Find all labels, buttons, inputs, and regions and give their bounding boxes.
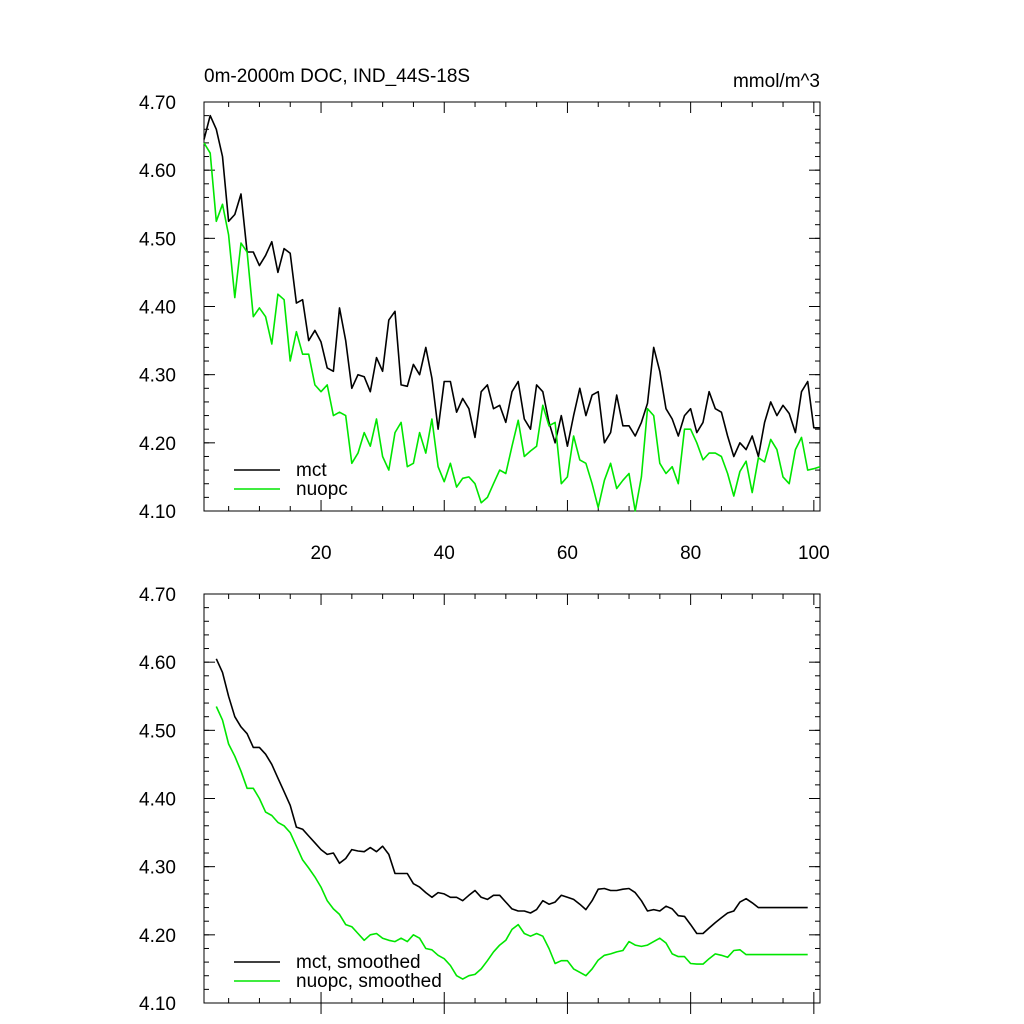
bottom-y-tick-labels: 4.10 4.20 4.30 4.40 4.50 4.60 4.70 bbox=[139, 585, 176, 1015]
top-y-tick-label: 4.70 bbox=[139, 93, 176, 114]
bottom-plot-frame bbox=[203, 593, 821, 1004]
bottom-series-lines bbox=[215, 658, 808, 980]
bottom-y-tick-label: 4.60 bbox=[139, 653, 176, 674]
bottom-y-tick-label: 4.50 bbox=[139, 721, 176, 742]
top-x-tick-label: 40 bbox=[434, 543, 455, 564]
bottom-panel: 4.10 4.20 4.30 4.40 4.50 4.60 4.70 mct, smooth… bbox=[139, 585, 821, 1015]
bottom-y-tick-label: 4.40 bbox=[139, 790, 176, 811]
top-y-tick-label: 4.10 bbox=[139, 502, 176, 523]
bottom-series-line-mct-smoothed bbox=[215, 658, 808, 935]
top-chart-units: mmol/m^3 bbox=[733, 71, 820, 92]
top-y-tick-labels: 4.10 4.20 4.30 4.40 4.50 4.60 4.70 bbox=[139, 93, 176, 523]
legend-nuopc-smoothed-label: nuopc, smoothed bbox=[296, 971, 442, 992]
top-chart-title: 0m-2000m DOC, IND_44S-18S bbox=[204, 66, 470, 87]
top-x-tick-label: 80 bbox=[680, 543, 701, 564]
top-x-tick-label: 20 bbox=[310, 543, 331, 564]
top-x-tick-labels: 20 40 60 80 100 bbox=[310, 543, 829, 564]
bottom-y-tick-label: 4.20 bbox=[139, 926, 176, 947]
bottom-axis-ticks bbox=[204, 593, 820, 1014]
bottom-legend: mct, smoothed nuopc, smoothed bbox=[234, 952, 442, 992]
top-series-lines bbox=[203, 114, 821, 512]
top-y-tick-label: 4.60 bbox=[139, 161, 176, 182]
legend-mct-label: mct bbox=[296, 460, 327, 481]
top-y-tick-label: 4.40 bbox=[139, 298, 176, 319]
legend-nuopc-label: nuopc bbox=[296, 479, 348, 500]
bottom-y-tick-label: 4.70 bbox=[139, 585, 176, 606]
top-panel: 0m-2000m DOC, IND_44S-18S mmol/m^3 4.104… bbox=[139, 66, 830, 564]
top-y-tick-label: 4.50 bbox=[139, 229, 176, 250]
bottom-y-tick-label: 4.10 bbox=[139, 994, 176, 1015]
top-legend: mct nuopc bbox=[234, 460, 348, 500]
top-series-line-nuopc bbox=[203, 142, 821, 512]
legend-mct-smoothed-label: mct, smoothed bbox=[296, 952, 421, 973]
top-x-tick-label: 60 bbox=[557, 543, 578, 564]
top-x-tick-label: 100 bbox=[798, 543, 830, 564]
top-y-tick-label: 4.20 bbox=[139, 434, 176, 455]
top-series-line-mct bbox=[203, 114, 820, 458]
bottom-series-line-nuopc-smoothed bbox=[215, 706, 808, 980]
bottom-y-tick-label: 4.30 bbox=[139, 858, 176, 879]
top-y-tick-label: 4.30 bbox=[139, 366, 176, 387]
top-axis-ticks bbox=[204, 101, 820, 512]
